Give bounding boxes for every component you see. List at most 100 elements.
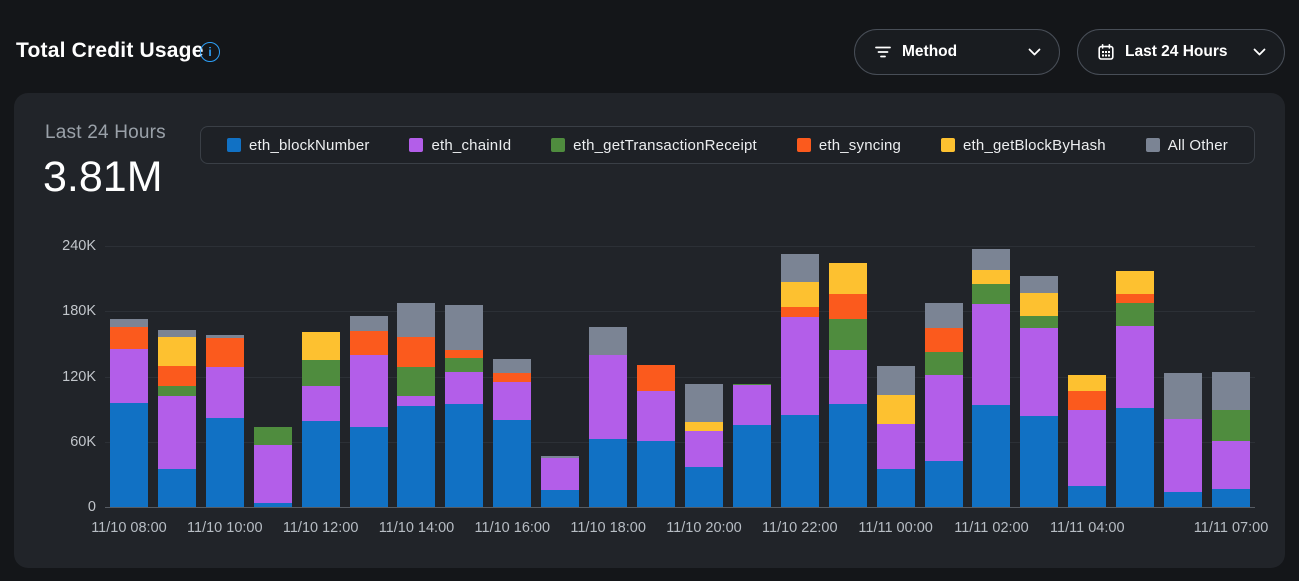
- bar-segment-eth_blockNumber[interactable]: [1212, 488, 1251, 507]
- bar-segment-All Other[interactable]: [349, 315, 388, 331]
- bar-segment-eth_syncing[interactable]: [637, 364, 676, 391]
- bar-11/11 04:00[interactable]: [1068, 375, 1107, 507]
- bar-segment-eth_chainId[interactable]: [589, 354, 628, 439]
- bar-segment-eth_chainId[interactable]: [205, 366, 244, 418]
- bar-11/11 07:00[interactable]: [1212, 372, 1251, 507]
- bar-segment-eth_getBlockByHash[interactable]: [876, 395, 915, 425]
- bar-11/10 14:00[interactable]: [397, 302, 436, 507]
- bar-segment-eth_chainId[interactable]: [924, 375, 963, 462]
- bar-segment-eth_blockNumber[interactable]: [924, 461, 963, 507]
- bar-segment-eth_chainId[interactable]: [397, 396, 436, 406]
- bar-11/11 00:00[interactable]: [876, 365, 915, 507]
- legend-item-eth_getTransactionReceipt[interactable]: eth_getTransactionReceipt: [551, 137, 757, 154]
- bar-segment-eth_getBlockByHash[interactable]: [972, 269, 1011, 285]
- bar-segment-eth_getBlockByHash[interactable]: [828, 263, 867, 294]
- bar-segment-eth_blockNumber[interactable]: [684, 466, 723, 507]
- bar-11/10 21:00[interactable]: [732, 384, 771, 507]
- bar-segment-eth_syncing[interactable]: [493, 373, 532, 382]
- bar-segment-eth_chainId[interactable]: [109, 349, 148, 403]
- bar-segment-eth_syncing[interactable]: [445, 350, 484, 359]
- bar-segment-eth_chainId[interactable]: [1212, 440, 1251, 489]
- bar-segment-eth_getTransactionReceipt[interactable]: [253, 426, 292, 446]
- bar-segment-eth_getBlockByHash[interactable]: [684, 422, 723, 431]
- bar-segment-eth_blockNumber[interactable]: [780, 414, 819, 507]
- bar-segment-eth_chainId[interactable]: [493, 381, 532, 420]
- bar-segment-All Other[interactable]: [397, 302, 436, 338]
- bar-segment-eth_syncing[interactable]: [349, 330, 388, 355]
- bar-segment-eth_chainId[interactable]: [253, 445, 292, 503]
- bar-11/10 17:00[interactable]: [541, 455, 580, 507]
- bar-segment-eth_chainId[interactable]: [732, 385, 771, 426]
- bar-11/10 13:00[interactable]: [349, 315, 388, 507]
- bar-11/10 11:00[interactable]: [253, 426, 292, 507]
- bar-segment-All Other[interactable]: [157, 329, 196, 338]
- bar-segment-eth_blockNumber[interactable]: [1164, 491, 1203, 507]
- bar-segment-eth_blockNumber[interactable]: [1020, 415, 1059, 507]
- method-filter-button[interactable]: Method: [854, 29, 1060, 75]
- bar-11/10 18:00[interactable]: [589, 326, 628, 507]
- bar-segment-All Other[interactable]: [445, 304, 484, 351]
- bar-segment-eth_blockNumber[interactable]: [349, 426, 388, 507]
- bar-segment-eth_getTransactionReceipt[interactable]: [972, 284, 1011, 304]
- bar-segment-All Other[interactable]: [493, 359, 532, 374]
- bar-segment-eth_syncing[interactable]: [397, 337, 436, 367]
- bar-segment-eth_getBlockByHash[interactable]: [301, 331, 340, 361]
- bar-segment-eth_blockNumber[interactable]: [397, 405, 436, 507]
- bar-segment-eth_chainId[interactable]: [637, 390, 676, 441]
- bar-segment-eth_getTransactionReceipt[interactable]: [828, 318, 867, 351]
- legend-item-eth_syncing[interactable]: eth_syncing: [796, 137, 901, 154]
- bar-segment-All Other[interactable]: [876, 365, 915, 395]
- bar-11/10 12:00[interactable]: [301, 331, 340, 507]
- bar-segment-eth_blockNumber[interactable]: [493, 420, 532, 507]
- bar-segment-All Other[interactable]: [1020, 276, 1059, 293]
- bar-segment-eth_blockNumber[interactable]: [253, 502, 292, 507]
- bar-segment-eth_getTransactionReceipt[interactable]: [1116, 302, 1155, 327]
- bar-segment-eth_blockNumber[interactable]: [876, 468, 915, 507]
- legend-item-eth_getBlockByHash[interactable]: eth_getBlockByHash: [941, 137, 1106, 154]
- bar-segment-eth_getTransactionReceipt[interactable]: [732, 384, 771, 386]
- bar-segment-eth_syncing[interactable]: [1116, 293, 1155, 303]
- bar-11/10 09:00[interactable]: [157, 329, 196, 507]
- bar-11/10 16:00[interactable]: [493, 359, 532, 507]
- bar-segment-eth_blockNumber[interactable]: [109, 402, 148, 507]
- bar-segment-eth_blockNumber[interactable]: [205, 417, 244, 507]
- bar-segment-eth_chainId[interactable]: [1164, 418, 1203, 492]
- bar-segment-eth_blockNumber[interactable]: [589, 438, 628, 507]
- bar-segment-eth_chainId[interactable]: [1068, 410, 1107, 487]
- legend-item-eth_chainId[interactable]: eth_chainId: [409, 137, 511, 154]
- bar-segment-eth_chainId[interactable]: [1116, 326, 1155, 409]
- bar-segment-eth_getTransactionReceipt[interactable]: [1020, 315, 1059, 328]
- bar-segment-All Other[interactable]: [589, 326, 628, 355]
- legend-item-All Other[interactable]: All Other: [1145, 137, 1228, 154]
- bar-segment-eth_syncing[interactable]: [780, 306, 819, 317]
- bar-segment-All Other[interactable]: [924, 302, 963, 328]
- bar-segment-eth_chainId[interactable]: [876, 424, 915, 469]
- bar-segment-eth_syncing[interactable]: [109, 326, 148, 350]
- bar-11/11 05:00[interactable]: [1116, 271, 1155, 507]
- time-range-button[interactable]: Last 24 Hours: [1077, 29, 1285, 75]
- bar-segment-eth_blockNumber[interactable]: [1116, 408, 1155, 507]
- bar-segment-eth_blockNumber[interactable]: [541, 489, 580, 507]
- bar-segment-eth_syncing[interactable]: [205, 338, 244, 367]
- bar-segment-eth_chainId[interactable]: [780, 316, 819, 415]
- bar-segment-All Other[interactable]: [1164, 373, 1203, 419]
- bar-segment-eth_getTransactionReceipt[interactable]: [157, 386, 196, 397]
- bar-segment-eth_chainId[interactable]: [972, 303, 1011, 405]
- bar-segment-eth_getTransactionReceipt[interactable]: [445, 358, 484, 373]
- legend-item-eth_blockNumber[interactable]: eth_blockNumber: [227, 137, 370, 154]
- bar-segment-eth_chainId[interactable]: [684, 430, 723, 467]
- bar-segment-eth_chainId[interactable]: [828, 350, 867, 404]
- info-icon[interactable]: i: [200, 42, 220, 62]
- bar-segment-eth_syncing[interactable]: [924, 327, 963, 352]
- bar-segment-eth_blockNumber[interactable]: [972, 404, 1011, 507]
- bar-11/10 23:00[interactable]: [828, 263, 867, 507]
- bar-segment-All Other[interactable]: [109, 318, 148, 327]
- bar-segment-All Other[interactable]: [780, 253, 819, 282]
- bar-11/11 03:00[interactable]: [1020, 276, 1059, 507]
- bar-segment-eth_getBlockByHash[interactable]: [1116, 271, 1155, 294]
- bar-segment-All Other[interactable]: [684, 384, 723, 423]
- bar-segment-eth_chainId[interactable]: [301, 386, 340, 422]
- bar-segment-eth_blockNumber[interactable]: [1068, 486, 1107, 507]
- bar-11/11 01:00[interactable]: [924, 302, 963, 507]
- bar-segment-eth_getBlockByHash[interactable]: [157, 337, 196, 366]
